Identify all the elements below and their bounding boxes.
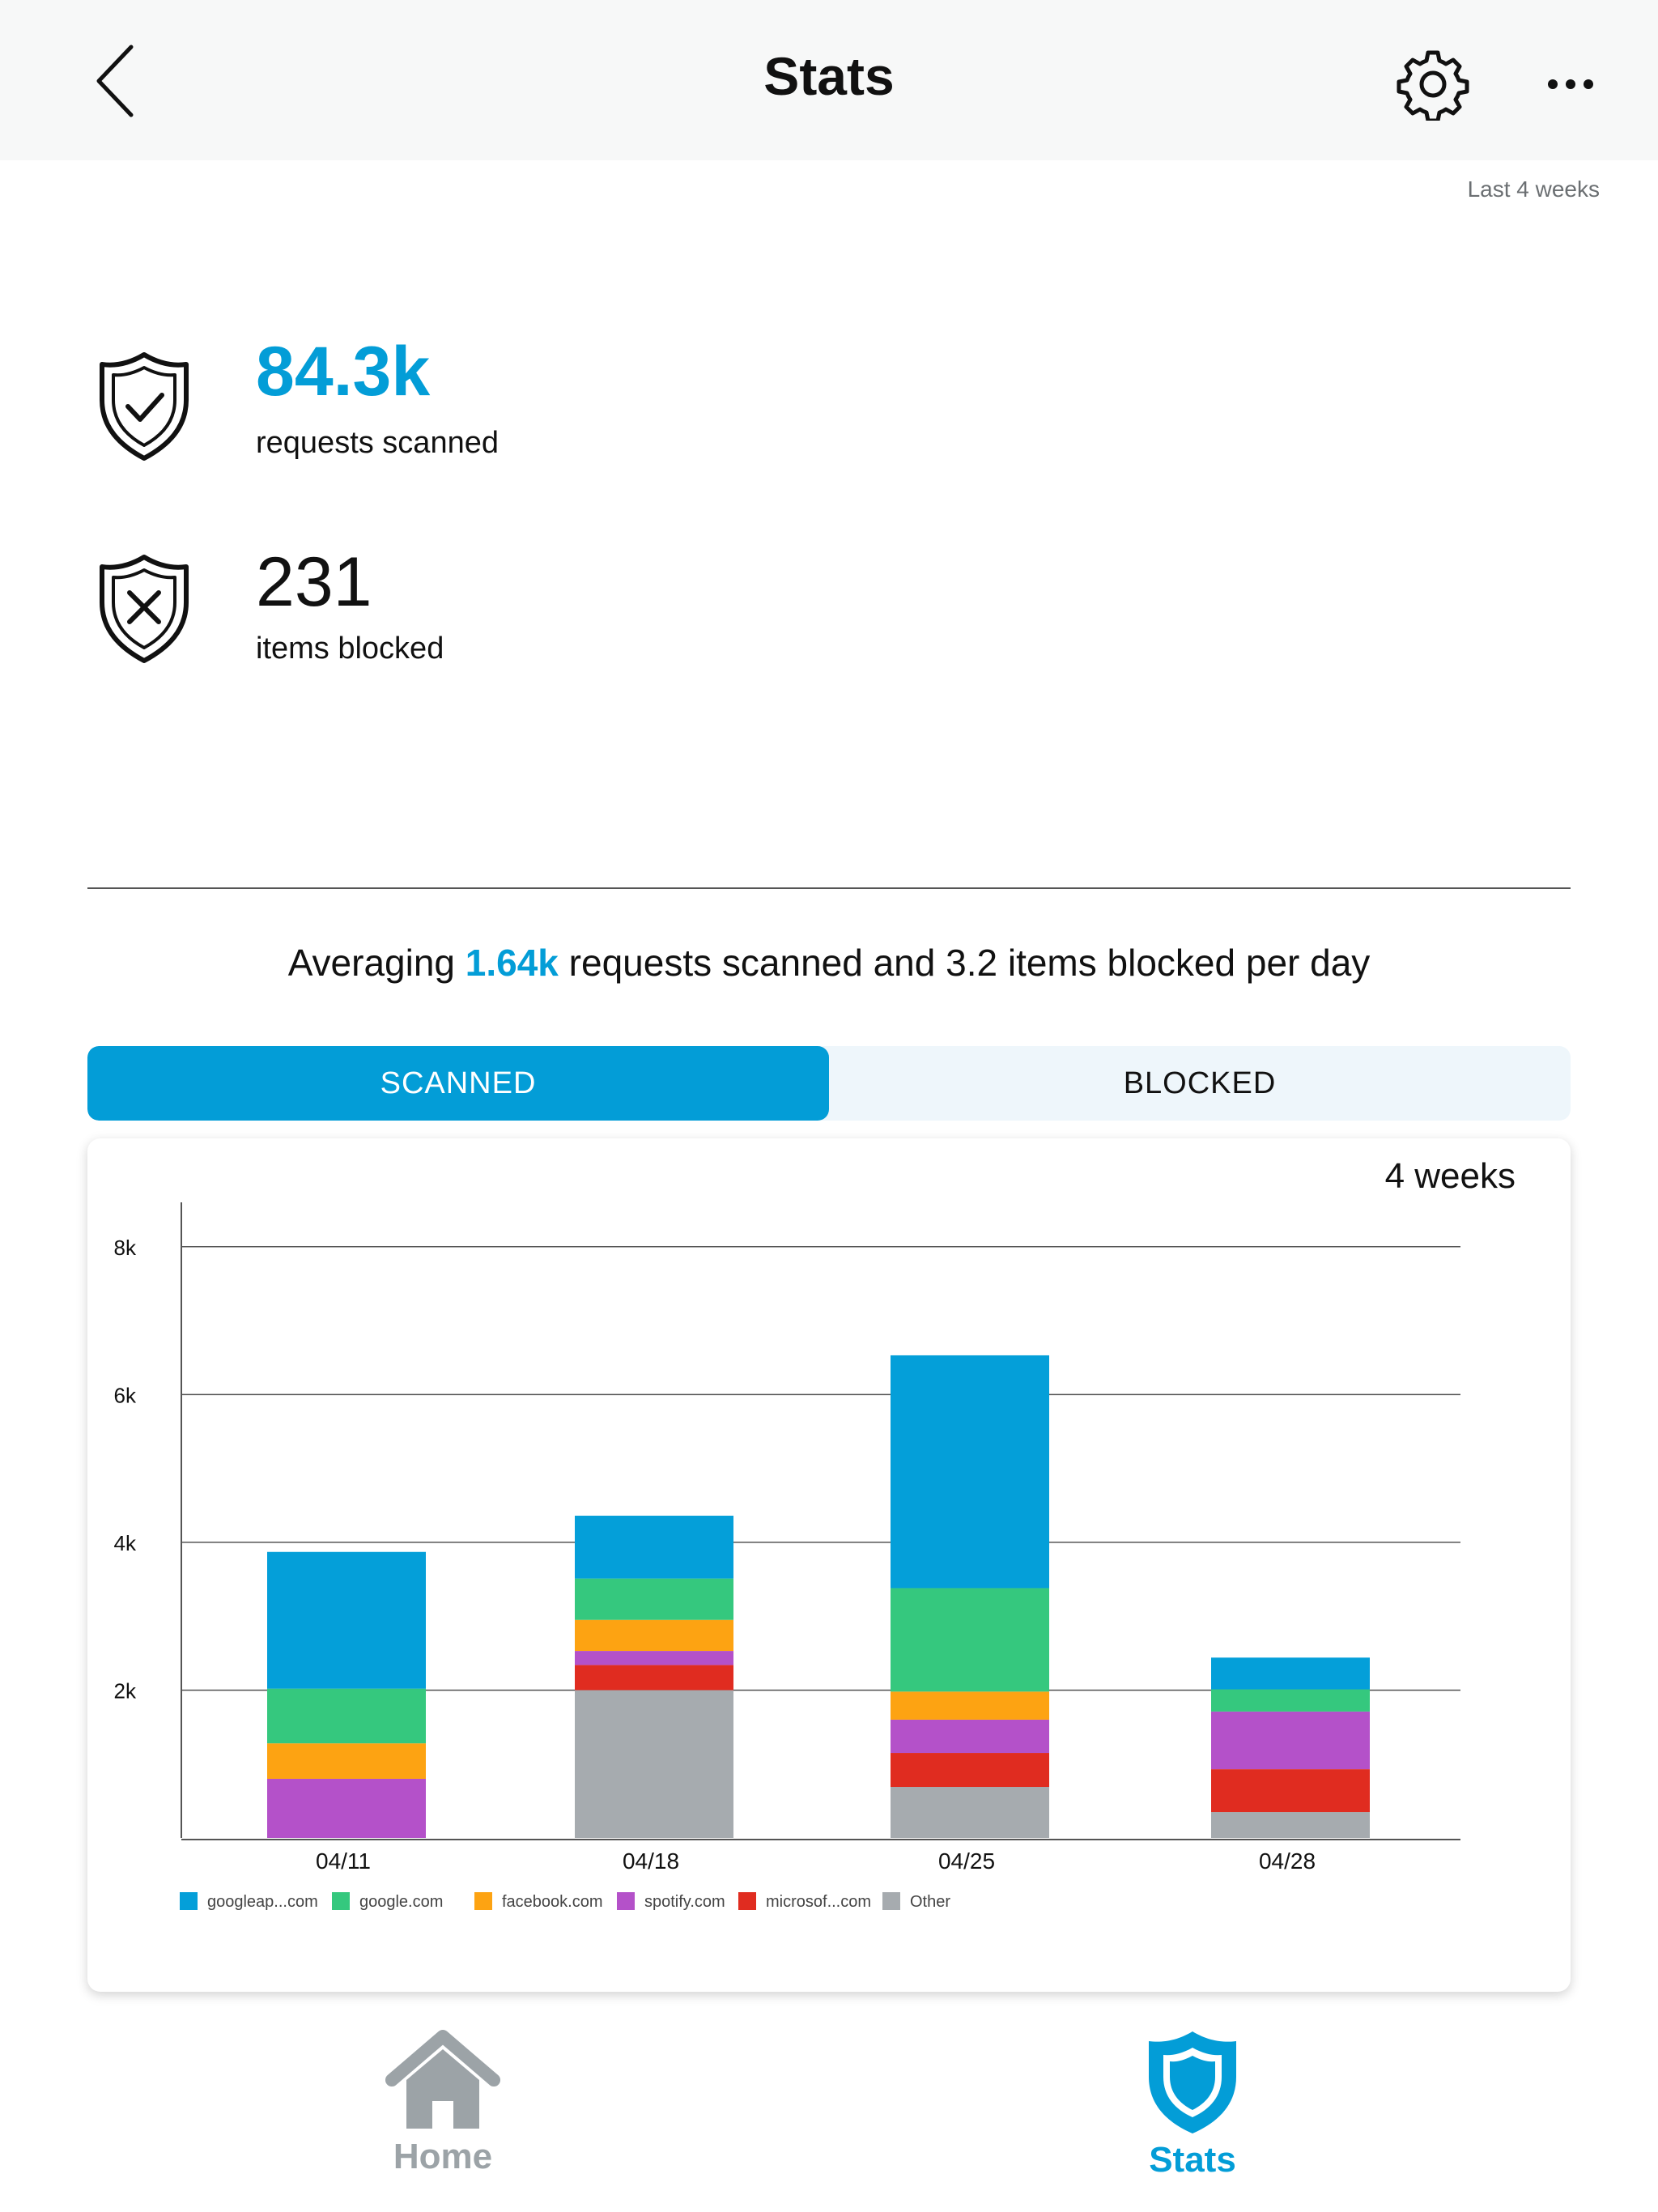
shield-x-icon (96, 552, 193, 666)
y-tick-label: 2k (114, 1678, 137, 1703)
legend-label: spotify.com (644, 1893, 725, 1911)
average-suffix: requests scanned and 3.2 items blocked p… (558, 942, 1371, 984)
x-tick-label: 04/11 (316, 1848, 371, 1874)
tab-home-label: Home (393, 2137, 493, 2176)
average-prefix: Averaging (287, 942, 466, 984)
bar-segment[interactable] (267, 1778, 426, 1838)
average-summary: Averaging 1.64k requests scanned and 3.2… (0, 941, 1658, 985)
x-tick-label: 04/18 (623, 1848, 679, 1874)
bar-segment[interactable] (575, 1619, 733, 1652)
legend-swatch (882, 1892, 900, 1910)
bar-segment[interactable] (1211, 1812, 1370, 1838)
average-scanned-value: 1.64k (465, 942, 559, 984)
shield-icon (1149, 2031, 1236, 2133)
bar-segment[interactable] (575, 1516, 733, 1579)
home-icon (385, 2030, 500, 2129)
page-title: Stats (763, 46, 895, 106)
segment-blocked[interactable]: BLOCKED (1123, 1066, 1277, 1100)
y-tick-label: 6k (114, 1383, 137, 1407)
segment-scanned[interactable]: SCANNED (87, 1046, 829, 1121)
legend-label: googleap...com (207, 1893, 318, 1911)
bar-segment[interactable] (891, 1355, 1049, 1589)
legend-label: microsof...com (766, 1893, 871, 1911)
bar-segment[interactable] (1211, 1689, 1370, 1712)
chevron-left-icon (96, 45, 134, 117)
bar-segment[interactable] (891, 1719, 1049, 1754)
bar-segment[interactable] (267, 1743, 426, 1779)
legend-label: Other (910, 1893, 950, 1911)
legend-swatch (180, 1892, 198, 1910)
legend-swatch (332, 1892, 350, 1910)
bar-segment[interactable] (1211, 1657, 1370, 1690)
bar-segment[interactable] (267, 1688, 426, 1744)
bar-segment[interactable] (891, 1691, 1049, 1720)
x-tick-label: 04/28 (1259, 1848, 1316, 1874)
x-tick-label: 04/25 (938, 1848, 995, 1874)
legend-label: google.com (359, 1893, 443, 1911)
more-icon (1548, 79, 1593, 89)
bar-segment[interactable] (267, 1551, 426, 1689)
y-tick-label: 4k (114, 1531, 137, 1555)
legend-label: facebook.com (502, 1893, 603, 1911)
gear-icon (1397, 50, 1469, 121)
period-label: Last 4 weeks (1467, 177, 1600, 202)
legend-swatch (617, 1892, 635, 1910)
bar-segment[interactable] (1211, 1769, 1370, 1813)
shield-check-icon (96, 350, 193, 463)
legend-swatch (474, 1892, 492, 1910)
tab-stats[interactable]: Stats (1071, 2028, 1314, 2206)
scanned-count: 84.3k (256, 333, 431, 410)
tab-home[interactable]: Home (321, 2028, 564, 2206)
blocked-label: items blocked (256, 632, 444, 666)
legend-swatch (738, 1892, 756, 1910)
settings-button[interactable] (1384, 36, 1482, 133)
more-button[interactable] (1522, 36, 1619, 133)
segmented-control: SCANNED BLOCKED (87, 1046, 1571, 1121)
top-bar (0, 0, 1658, 160)
bar-segment[interactable] (891, 1787, 1049, 1838)
bar-segment[interactable] (575, 1651, 733, 1665)
blocked-count: 231 (256, 543, 372, 621)
divider (87, 887, 1571, 889)
bar-segment[interactable] (1211, 1711, 1370, 1770)
chart-range-label[interactable]: 4 weeks (1384, 1156, 1516, 1196)
y-tick-label: 8k (114, 1236, 137, 1260)
bar-segment[interactable] (891, 1588, 1049, 1692)
back-button[interactable] (68, 32, 165, 130)
bar-segment[interactable] (575, 1690, 733, 1838)
bar-segment[interactable] (575, 1578, 733, 1620)
bar-segment[interactable] (575, 1665, 733, 1691)
bar-segment[interactable] (891, 1753, 1049, 1788)
scanned-label: requests scanned (256, 426, 499, 460)
tab-stats-label: Stats (1149, 2140, 1236, 2180)
